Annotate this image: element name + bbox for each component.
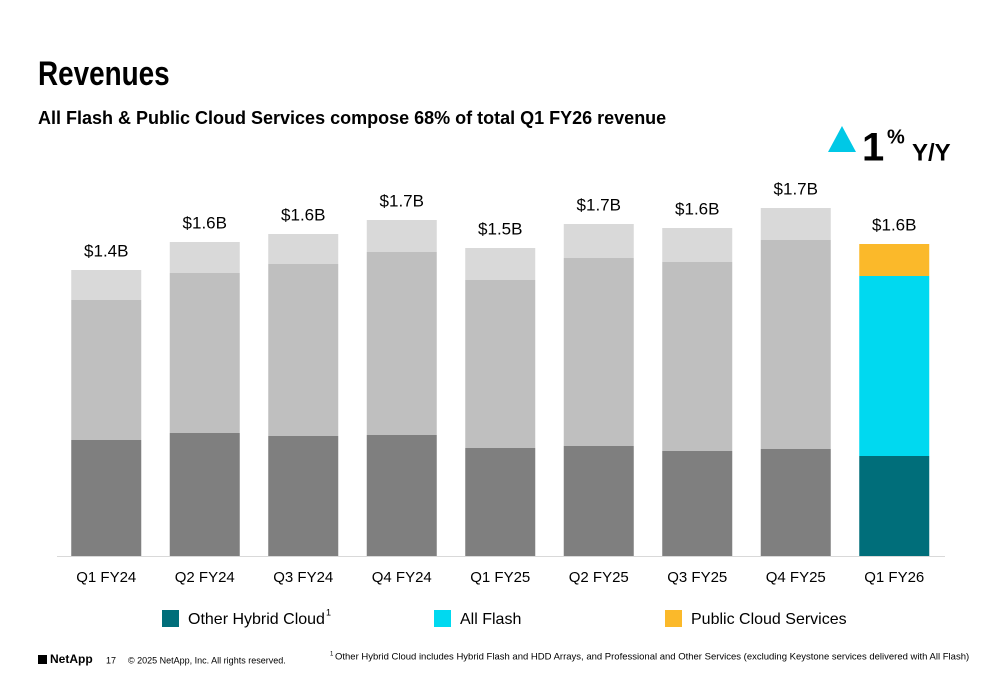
bar-segment bbox=[859, 276, 930, 456]
bar-segment bbox=[366, 220, 437, 252]
x-tick-label: Q2 FY25 bbox=[569, 569, 629, 586]
total-label: $1.6B bbox=[281, 205, 325, 224]
total-label: $1.6B bbox=[675, 199, 719, 218]
bar-segment bbox=[366, 435, 437, 556]
bar-segment bbox=[662, 451, 733, 556]
x-tick-label: Q4 FY25 bbox=[766, 569, 826, 586]
subtitle: All Flash & Public Cloud Services compos… bbox=[38, 108, 666, 128]
bar-segment bbox=[563, 446, 634, 556]
bar-segment bbox=[465, 248, 536, 280]
total-label: $1.4B bbox=[84, 241, 128, 260]
total-label: $1.7B bbox=[774, 179, 818, 198]
bar-segment bbox=[268, 234, 339, 264]
yoy-annotation: 1 % Y/Y bbox=[828, 126, 951, 170]
total-label: $1.7B bbox=[380, 191, 424, 210]
x-tick-label: Q1 FY24 bbox=[76, 569, 136, 586]
footer: NetApp 17 © 2025 NetApp, Inc. All rights… bbox=[38, 652, 969, 666]
title: Revenues bbox=[38, 54, 170, 92]
total-label: $1.6B bbox=[872, 215, 916, 234]
bar-segment bbox=[662, 228, 733, 262]
yoy-value: 1 bbox=[862, 126, 884, 170]
bar-segment bbox=[563, 224, 634, 258]
legend-label: Public Cloud Services bbox=[691, 611, 847, 628]
x-tick-label: Q1 FY26 bbox=[864, 569, 924, 586]
bar-segment bbox=[169, 433, 240, 556]
bar-segment bbox=[760, 208, 831, 240]
bar-segment bbox=[465, 280, 536, 448]
copyright: © 2025 NetApp, Inc. All rights reserved. bbox=[128, 655, 286, 665]
legend-swatch bbox=[665, 610, 682, 627]
total-label: $1.6B bbox=[183, 213, 227, 232]
x-tick-label: Q3 FY24 bbox=[273, 569, 333, 586]
yoy-text: Y/Y bbox=[912, 139, 951, 166]
page-number: 17 bbox=[106, 655, 116, 665]
bar-segment bbox=[859, 456, 930, 556]
up-arrow bbox=[828, 126, 856, 152]
bar-segment bbox=[563, 258, 634, 446]
legend-label: Other Hybrid Cloud bbox=[188, 611, 325, 628]
logo-mark bbox=[38, 655, 47, 664]
bar-segment bbox=[662, 262, 733, 451]
x-tick-label: Q4 FY24 bbox=[372, 569, 432, 586]
logo: NetApp bbox=[50, 652, 93, 666]
x-tick-label: Q3 FY25 bbox=[667, 569, 727, 586]
bar-segment bbox=[465, 448, 536, 556]
x-tick-label: Q2 FY24 bbox=[175, 569, 235, 586]
bar-segment bbox=[71, 440, 142, 556]
bar-segment bbox=[366, 252, 437, 435]
legend-label: All Flash bbox=[460, 611, 521, 628]
bar-segment bbox=[760, 449, 831, 556]
bar-segment bbox=[71, 270, 142, 300]
total-label: $1.5B bbox=[478, 219, 522, 238]
footnote-mark: 1 bbox=[330, 652, 334, 658]
bar-segment bbox=[169, 273, 240, 433]
legend-swatch bbox=[434, 610, 451, 627]
bar-segment bbox=[268, 264, 339, 436]
bar-segment bbox=[268, 436, 339, 556]
bar-segment bbox=[169, 242, 240, 273]
legend-note: 1 bbox=[326, 607, 331, 617]
yoy-unit: % bbox=[887, 126, 905, 148]
footnote: Other Hybrid Cloud includes Hybrid Flash… bbox=[335, 652, 969, 663]
bar-segment bbox=[71, 300, 142, 440]
total-label: $1.7B bbox=[577, 195, 621, 214]
legend-swatch bbox=[162, 610, 179, 627]
bar-segment bbox=[859, 244, 930, 276]
x-tick-label: Q1 FY25 bbox=[470, 569, 530, 586]
bar-segment bbox=[760, 240, 831, 449]
